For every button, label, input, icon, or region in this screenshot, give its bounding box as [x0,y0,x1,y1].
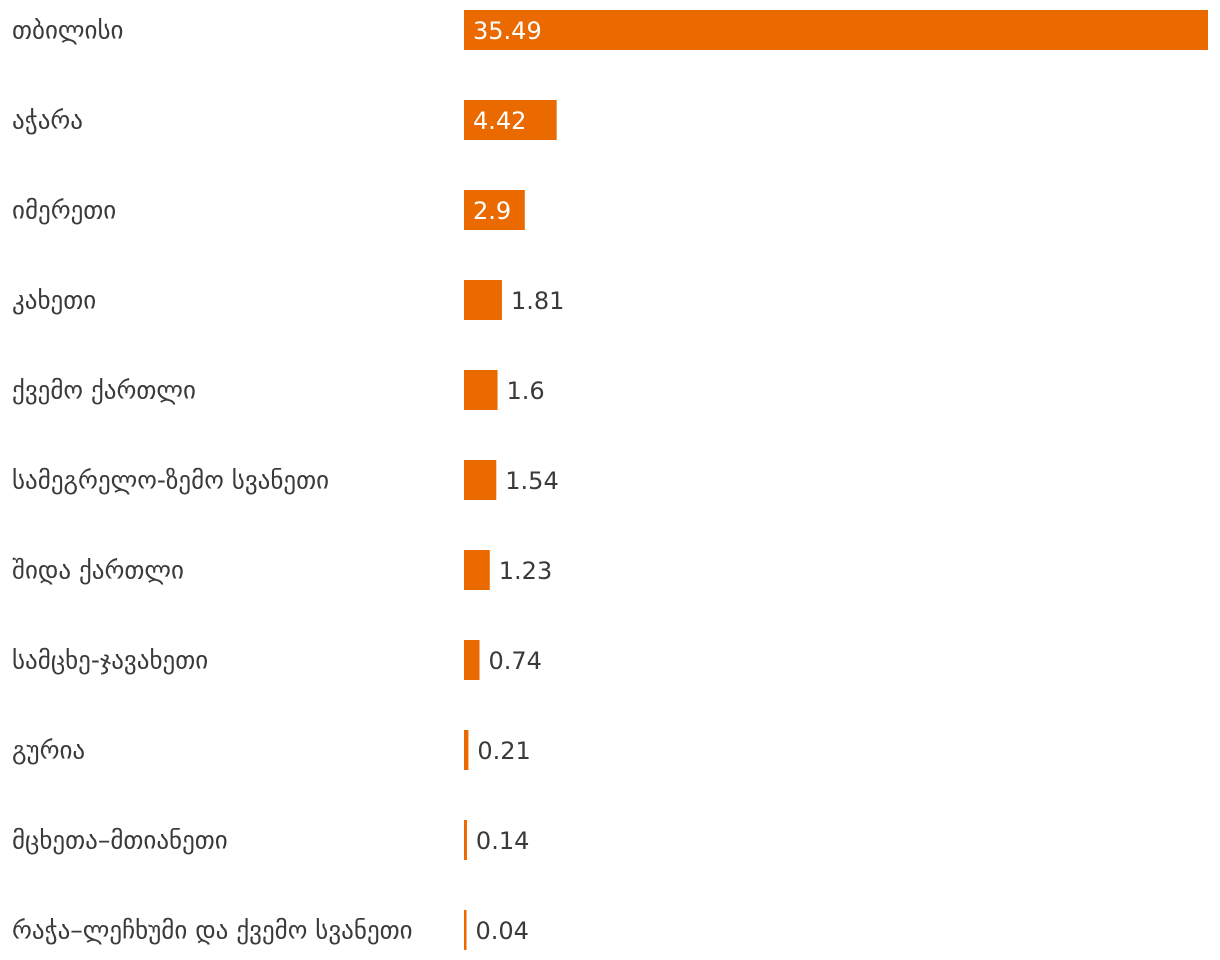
category-label: შიდა ქართლი [12,556,184,585]
value-label: 1.23 [499,557,552,585]
category-label: გურია [12,736,85,765]
value-label: 0.74 [489,647,542,675]
value-label: 4.42 [473,107,526,135]
bar [464,190,525,230]
category-label: სამცხე-ჯავახეთი [12,646,208,675]
value-label: 1.81 [511,287,564,315]
bar [464,280,502,320]
category-label: იმერეთი [12,196,116,225]
value-label: 0.14 [476,827,529,855]
value-label: 0.21 [477,737,530,765]
category-label: ქვემო ქართლი [12,376,196,405]
value-label: 1.6 [507,377,545,405]
bar [464,550,490,590]
value-label: 2.9 [473,197,511,225]
category-label: რაჭა–ლეჩხუმი და ქვემო სვანეთი [12,916,413,945]
category-label: კახეთი [12,286,96,315]
bar [464,100,557,140]
bar [464,10,1208,50]
value-label: 0.04 [476,917,529,945]
category-label: თბილისი [12,16,123,45]
category-label: აჭარა [12,106,83,135]
value-label: 35.49 [473,17,542,45]
bar [464,910,467,950]
category-label: სამეგრელო-ზემო სვანეთი [12,466,329,495]
bar [464,640,480,680]
bar [464,730,469,770]
bar [464,460,497,500]
value-label: 1.54 [505,467,558,495]
bar [464,370,498,410]
category-label: მცხეთა–მთიანეთი [12,826,228,855]
bar [464,820,467,860]
